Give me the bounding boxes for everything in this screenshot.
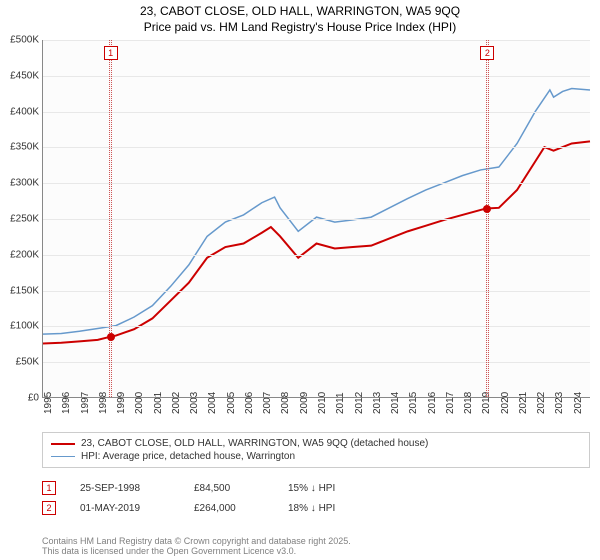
gridline-h [43, 147, 590, 148]
legend-swatch [51, 443, 75, 445]
y-axis-tick-label: £350K [1, 142, 39, 153]
y-axis-tick-label: £500K [1, 35, 39, 46]
x-axis-tick-label: 2016 [427, 392, 438, 414]
x-axis-tick-label: 2018 [463, 392, 474, 414]
gridline-h [43, 112, 590, 113]
x-axis-tick-label: 2013 [372, 392, 383, 414]
x-axis-tick-label: 2017 [445, 392, 456, 414]
y-axis-tick-label: £400K [1, 106, 39, 117]
title-block: 23, CABOT CLOSE, OLD HALL, WARRINGTON, W… [0, 0, 600, 37]
events-table: 1 25-SEP-1998 £84,500 15% ↓ HPI 2 01-MAY-2019… [42, 478, 590, 518]
legend-box: 23, CABOT CLOSE, OLD HALL, WARRINGTON, W… [42, 432, 590, 468]
y-axis-tick-label: £150K [1, 285, 39, 296]
footer-line-1: Contains HM Land Registry data © Crown c… [42, 536, 351, 546]
legend-label: 23, CABOT CLOSE, OLD HALL, WARRINGTON, W… [81, 438, 428, 449]
event-percent: 15% ↓ HPI [288, 483, 378, 494]
x-axis-tick-label: 1998 [98, 392, 109, 414]
x-axis-tick-label: 2015 [408, 392, 419, 414]
x-axis-tick-label: 2000 [134, 392, 145, 414]
legend-label: HPI: Average price, detached house, Warr… [81, 451, 295, 462]
x-axis-tick-label: 2014 [390, 392, 401, 414]
x-axis-tick-label: 1999 [116, 392, 127, 414]
marker-dot [483, 205, 491, 213]
chart-container: 23, CABOT CLOSE, OLD HALL, WARRINGTON, W… [0, 0, 600, 560]
event-price: £84,500 [194, 483, 264, 494]
gridline-h [43, 362, 590, 363]
x-axis-tick-label: 2011 [335, 392, 346, 414]
x-axis-tick-label: 1997 [80, 392, 91, 414]
event-date: 25-SEP-1998 [80, 483, 170, 494]
y-axis-tick-label: £300K [1, 178, 39, 189]
x-axis-tick-label: 2020 [500, 392, 511, 414]
series-line-hpi [43, 89, 590, 335]
y-axis-tick-label: £100K [1, 321, 39, 332]
x-axis-tick-label: 2004 [207, 392, 218, 414]
x-axis-tick-label: 2002 [171, 392, 182, 414]
x-axis-tick-label: 2021 [518, 392, 529, 414]
gridline-h [43, 76, 590, 77]
y-axis-tick-label: £0 [1, 393, 39, 404]
title-line-2: Price paid vs. HM Land Registry's House … [0, 20, 600, 36]
event-row: 1 25-SEP-1998 £84,500 15% ↓ HPI [42, 478, 590, 498]
legend-swatch [51, 456, 75, 457]
event-price: £264,000 [194, 503, 264, 514]
x-axis-tick-label: 2009 [299, 392, 310, 414]
marker-band [486, 40, 489, 397]
y-axis-tick-label: £250K [1, 214, 39, 225]
event-percent: 18% ↓ HPI [288, 503, 378, 514]
x-axis-tick-label: 2024 [573, 392, 584, 414]
x-axis-tick-label: 2006 [244, 392, 255, 414]
x-axis-tick-label: 2007 [262, 392, 273, 414]
x-axis-tick-label: 2005 [226, 392, 237, 414]
x-axis-tick-label: 2012 [354, 392, 365, 414]
marker-label-badge: 1 [104, 46, 118, 60]
gridline-h [43, 40, 590, 41]
legend-row: HPI: Average price, detached house, Warr… [51, 450, 581, 463]
event-badge: 1 [42, 481, 56, 495]
legend-row: 23, CABOT CLOSE, OLD HALL, WARRINGTON, W… [51, 437, 581, 450]
x-axis-tick-label: 2003 [189, 392, 200, 414]
marker-label-badge: 2 [480, 46, 494, 60]
event-badge: 2 [42, 501, 56, 515]
gridline-h [43, 291, 590, 292]
y-axis-tick-label: £200K [1, 249, 39, 260]
title-line-1: 23, CABOT CLOSE, OLD HALL, WARRINGTON, W… [0, 4, 600, 20]
x-axis-tick-label: 2010 [317, 392, 328, 414]
x-axis-tick-label: 1996 [61, 392, 72, 414]
footer-line-2: This data is licensed under the Open Gov… [42, 546, 351, 556]
chart-plot-area: £0£50K£100K£150K£200K£250K£300K£350K£400… [42, 40, 590, 398]
gridline-h [43, 255, 590, 256]
x-axis-tick-label: 2023 [554, 392, 565, 414]
x-axis-tick-label: 2001 [153, 392, 164, 414]
gridline-h [43, 326, 590, 327]
marker-dot [107, 333, 115, 341]
x-axis-tick-label: 2022 [536, 392, 547, 414]
gridline-h [43, 183, 590, 184]
event-row: 2 01-MAY-2019 £264,000 18% ↓ HPI [42, 498, 590, 518]
x-axis-tick-label: 2008 [280, 392, 291, 414]
y-axis-tick-label: £50K [1, 357, 39, 368]
event-date: 01-MAY-2019 [80, 503, 170, 514]
x-axis-tick-label: 1995 [43, 392, 54, 414]
marker-band [109, 40, 112, 397]
series-line-price_paid [43, 141, 590, 343]
gridline-h [43, 219, 590, 220]
footer-attribution: Contains HM Land Registry data © Crown c… [42, 536, 351, 556]
y-axis-tick-label: £450K [1, 70, 39, 81]
